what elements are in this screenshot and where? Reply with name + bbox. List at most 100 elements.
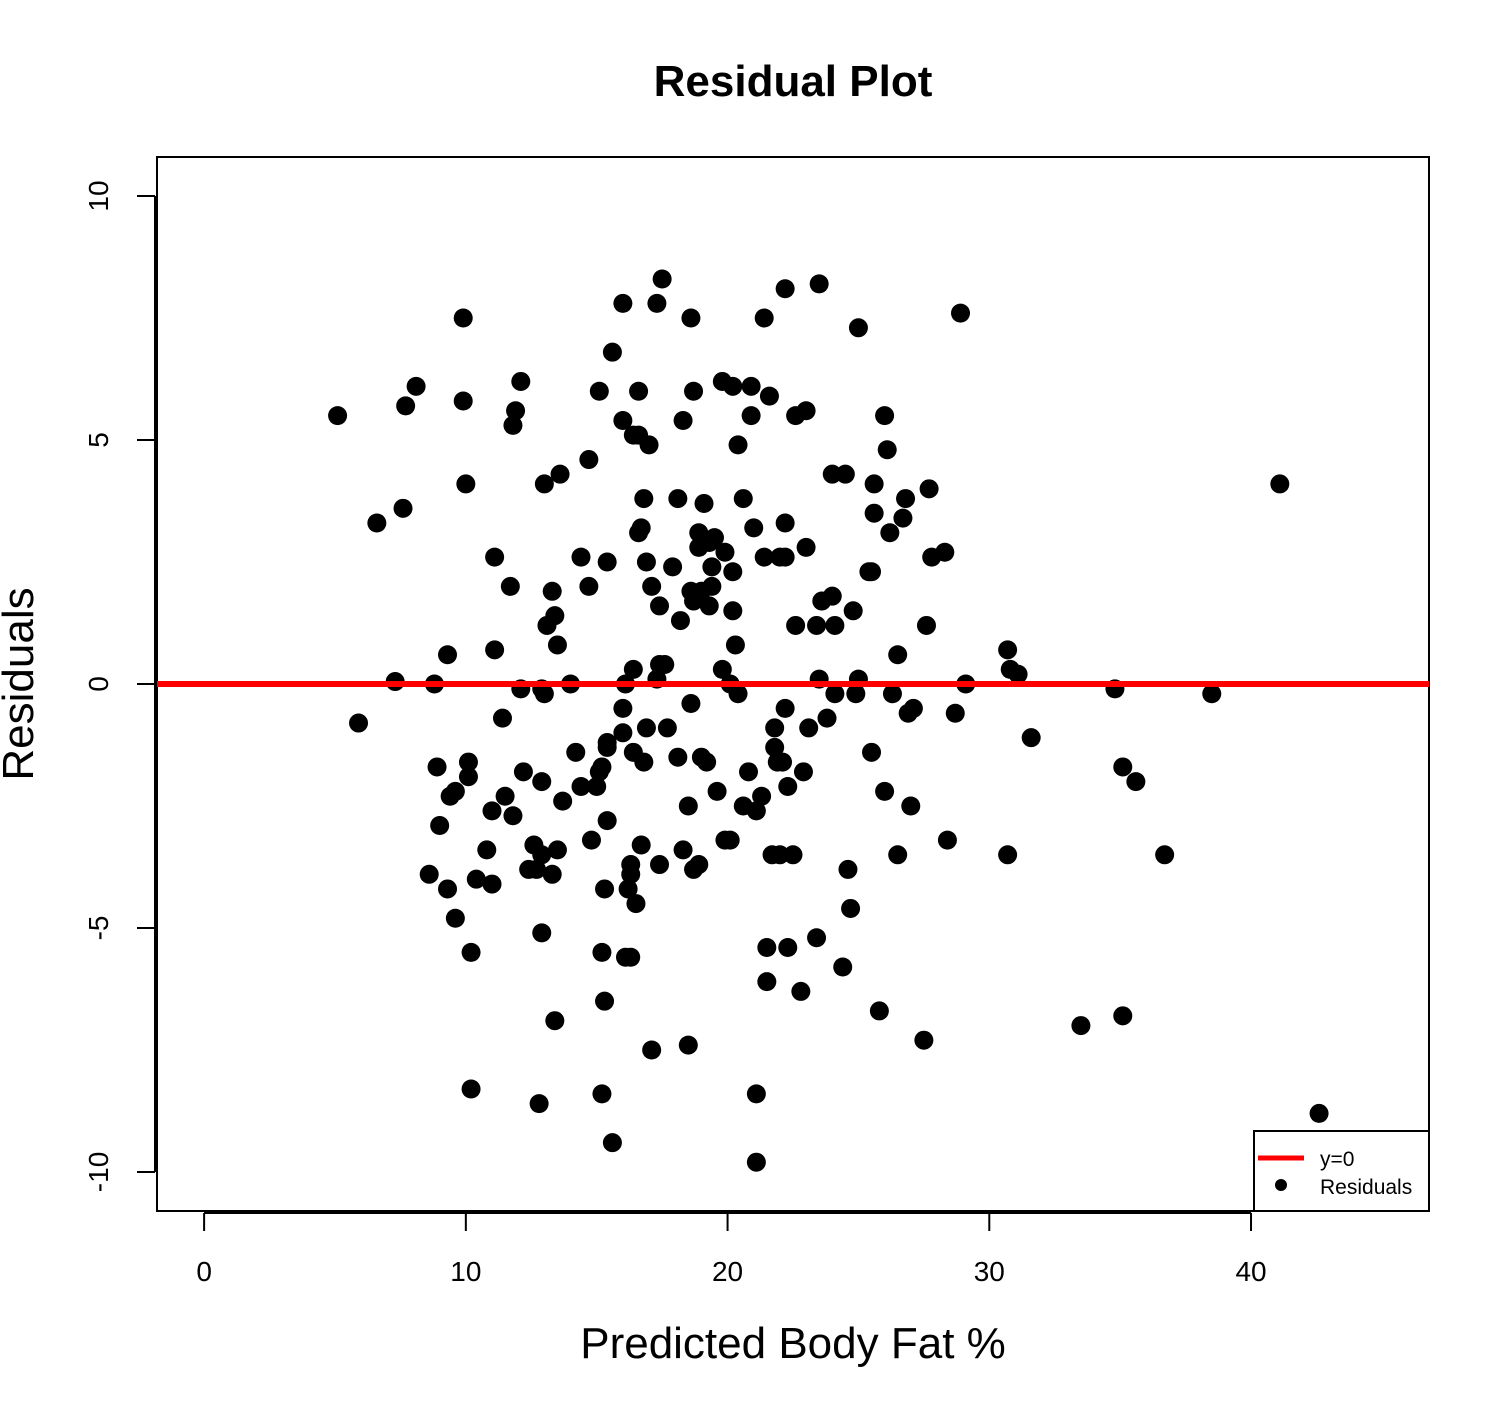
residual-point (589, 381, 609, 401)
residual-point (704, 528, 724, 548)
legend-label-zero-line: y=0 (1320, 1148, 1354, 1171)
residual-point (998, 640, 1018, 660)
residual-point (882, 684, 902, 704)
residual-point (532, 923, 552, 943)
residual-point (809, 274, 829, 294)
residual-point (597, 552, 617, 572)
residual-point (461, 1079, 481, 1099)
x-axis: 0 10 20 30 40 (196, 1212, 1267, 1287)
residual-point (833, 957, 853, 977)
residual-point (419, 864, 439, 884)
residual-point (796, 401, 816, 421)
residual-point (838, 859, 858, 879)
residual-point (765, 718, 785, 738)
residual-point (843, 601, 863, 621)
residual-point (937, 830, 957, 850)
residual-point (634, 752, 654, 772)
residual-point (835, 464, 855, 484)
x-tick-label: 10 (450, 1256, 481, 1287)
y-tick-label: 10 (83, 180, 114, 211)
residual-point (875, 406, 895, 426)
residual-point (592, 757, 612, 777)
residual-point (919, 479, 939, 499)
residual-point (752, 786, 772, 806)
residual-point (592, 1084, 612, 1104)
residual-point (793, 762, 813, 782)
residual-point (532, 772, 552, 792)
residual-points (328, 269, 1329, 1172)
residual-point (595, 991, 615, 1011)
residual-point (542, 864, 562, 884)
residual-point (349, 713, 369, 733)
residual-point (545, 606, 565, 626)
residual-point (534, 684, 554, 704)
residual-point (597, 737, 617, 757)
residual-point (759, 386, 779, 406)
residual-point (723, 562, 743, 582)
residual-point (869, 1001, 889, 1021)
residual-point (945, 703, 965, 723)
residual-point (728, 435, 748, 455)
residual-point (663, 557, 683, 577)
residual-point (775, 513, 795, 533)
residual-point (511, 371, 531, 391)
y-tick-label: 0 (83, 676, 114, 692)
residual-point (916, 615, 936, 635)
residual-point (689, 855, 709, 875)
residual-point (545, 1011, 565, 1031)
residual-point (571, 776, 591, 796)
residual-point (466, 869, 486, 889)
residual-point (807, 928, 827, 948)
residual-point (864, 503, 884, 523)
residual-point (1008, 664, 1028, 684)
residual-point (778, 938, 798, 957)
chart-title: Residual Plot (654, 57, 933, 106)
residual-point (613, 411, 633, 430)
residual-point (396, 396, 416, 416)
residual-point (456, 474, 476, 494)
residual-point (500, 576, 520, 596)
residual-point (532, 845, 552, 865)
residual-point (770, 845, 790, 865)
residual-point (822, 464, 842, 484)
residual-point (621, 947, 641, 967)
residual-point (673, 411, 693, 430)
residual-point (775, 279, 795, 299)
residual-point (482, 874, 502, 894)
residual-point (639, 435, 659, 455)
residual-point (1309, 1103, 1329, 1123)
residual-point (636, 552, 656, 572)
residual-point (550, 464, 570, 484)
residual-point (901, 796, 921, 816)
residual-point (903, 698, 923, 718)
residual-point (453, 308, 473, 328)
residual-point (547, 840, 567, 860)
residual-point (579, 450, 599, 470)
residual-point (668, 489, 688, 509)
residual-point (595, 879, 615, 899)
residual-point (485, 547, 505, 567)
residual-point (581, 830, 601, 850)
residual-point (862, 562, 882, 582)
residual-point (650, 855, 670, 875)
residual-point (951, 303, 971, 323)
legend-point-swatch (1275, 1179, 1287, 1191)
residual-point (618, 879, 638, 899)
residual-point (592, 942, 612, 962)
residual-point (702, 576, 722, 596)
y-axis: -10 -5 0 5 10 (83, 180, 156, 1192)
residual-point (485, 640, 505, 660)
residual-point (773, 752, 793, 772)
residual-point (613, 698, 633, 718)
residual-point (744, 518, 764, 538)
residual-point (613, 723, 633, 743)
residual-point (670, 611, 690, 631)
residual-point (529, 1094, 549, 1114)
residual-point (1270, 474, 1290, 494)
residual-point (406, 376, 426, 396)
residual-point (817, 708, 837, 728)
residual-point (1202, 684, 1222, 704)
residual-point (631, 518, 651, 538)
residual-point (684, 381, 704, 401)
